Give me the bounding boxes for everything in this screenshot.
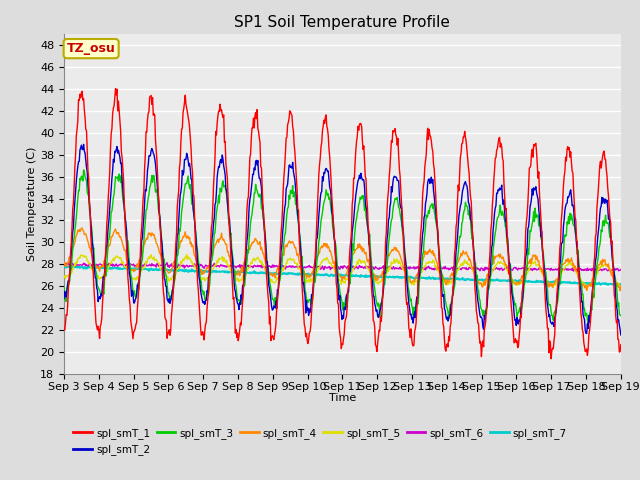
spl_smT_6	[617, 267, 625, 273]
spl_smT_2	[432, 208, 440, 214]
Legend: spl_smT_1, spl_smT_2, spl_smT_3, spl_smT_4, spl_smT_5, spl_smT_6, spl_smT_7: spl_smT_1, spl_smT_2, spl_smT_3, spl_smT…	[69, 424, 571, 459]
spl_smT_5	[617, 284, 625, 289]
spl_smT_4	[277, 259, 285, 265]
spl_smT_5	[256, 259, 264, 265]
spl_smT_2	[277, 248, 285, 253]
spl_smT_7	[228, 269, 236, 275]
spl_smT_7	[60, 264, 68, 269]
spl_smT_7	[432, 276, 440, 282]
Y-axis label: Soil Temperature (C): Soil Temperature (C)	[28, 147, 37, 261]
spl_smT_3	[80, 167, 88, 173]
spl_smT_7	[401, 274, 408, 280]
Line: spl_smT_1: spl_smT_1	[64, 89, 621, 359]
spl_smT_2	[401, 251, 408, 256]
spl_smT_5	[183, 252, 191, 257]
spl_smT_1	[60, 325, 68, 331]
spl_smT_5	[550, 285, 557, 290]
spl_smT_3	[60, 284, 68, 289]
Line: spl_smT_7: spl_smT_7	[64, 266, 621, 285]
spl_smT_6	[256, 263, 264, 268]
spl_smT_3	[401, 244, 408, 250]
spl_smT_4	[616, 288, 624, 293]
spl_smT_3	[228, 252, 236, 258]
spl_smT_1	[256, 140, 264, 145]
spl_smT_3	[277, 266, 285, 272]
spl_smT_2	[126, 274, 134, 280]
Line: spl_smT_5: spl_smT_5	[64, 254, 621, 288]
spl_smT_1	[547, 356, 555, 361]
spl_smT_7	[256, 270, 264, 276]
spl_smT_6	[277, 264, 285, 269]
Title: SP1 Soil Temperature Profile: SP1 Soil Temperature Profile	[234, 15, 451, 30]
Line: spl_smT_6: spl_smT_6	[64, 263, 621, 272]
spl_smT_1	[401, 259, 408, 264]
spl_smT_3	[126, 262, 134, 267]
spl_smT_3	[432, 218, 440, 224]
spl_smT_3	[584, 324, 592, 329]
spl_smT_4	[401, 268, 408, 274]
spl_smT_1	[277, 230, 285, 236]
Line: spl_smT_2: spl_smT_2	[64, 144, 621, 335]
spl_smT_4	[432, 256, 440, 262]
spl_smT_2	[60, 296, 68, 301]
spl_smT_5	[277, 272, 285, 277]
spl_smT_7	[617, 281, 625, 287]
spl_smT_2	[617, 332, 625, 338]
spl_smT_6	[60, 262, 68, 268]
spl_smT_7	[613, 282, 621, 288]
spl_smT_1	[617, 342, 625, 348]
spl_smT_4	[60, 262, 68, 267]
spl_smT_5	[432, 263, 440, 269]
spl_smT_6	[163, 260, 171, 265]
Text: TZ_osu: TZ_osu	[67, 42, 116, 55]
spl_smT_2	[80, 142, 88, 147]
spl_smT_5	[401, 268, 408, 274]
spl_smT_2	[228, 256, 236, 262]
spl_smT_5	[228, 269, 236, 275]
spl_smT_1	[112, 86, 120, 92]
spl_smT_6	[125, 262, 133, 267]
spl_smT_6	[228, 264, 236, 270]
spl_smT_5	[60, 275, 68, 280]
spl_smT_7	[277, 271, 285, 277]
spl_smT_4	[126, 266, 134, 272]
spl_smT_2	[256, 176, 264, 181]
spl_smT_4	[228, 261, 236, 267]
spl_smT_4	[617, 283, 625, 289]
spl_smT_1	[432, 192, 440, 198]
spl_smT_7	[126, 266, 134, 272]
spl_smT_7	[63, 263, 71, 269]
spl_smT_4	[78, 225, 86, 231]
spl_smT_6	[607, 269, 614, 275]
X-axis label: Time: Time	[329, 394, 356, 403]
spl_smT_1	[126, 302, 134, 308]
spl_smT_6	[432, 265, 440, 271]
spl_smT_6	[401, 265, 408, 271]
spl_smT_1	[228, 281, 236, 287]
spl_smT_4	[256, 239, 264, 244]
Line: spl_smT_4: spl_smT_4	[64, 228, 621, 290]
spl_smT_3	[256, 191, 264, 197]
spl_smT_5	[125, 272, 133, 277]
spl_smT_3	[617, 313, 625, 319]
Line: spl_smT_3: spl_smT_3	[64, 170, 621, 326]
